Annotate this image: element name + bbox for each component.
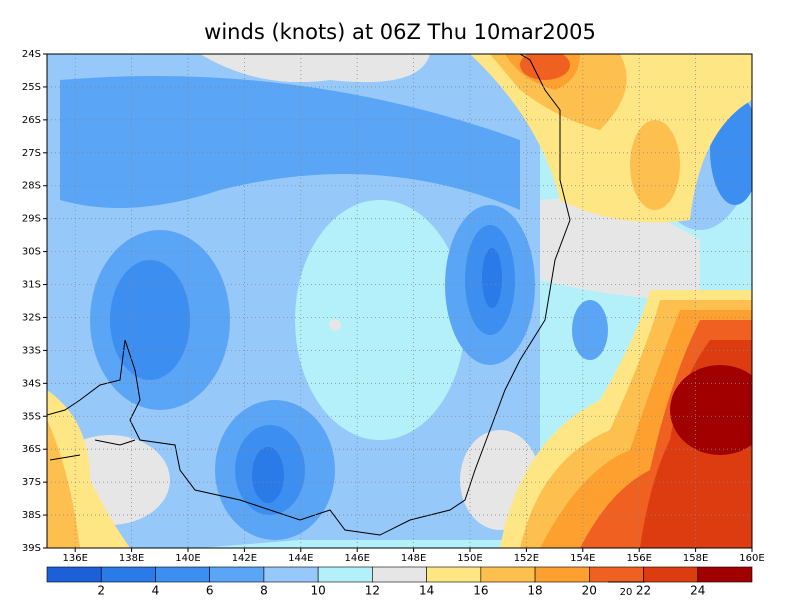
colorbar-label: 16 (473, 584, 488, 598)
colorbar-label: 8 (260, 584, 268, 598)
colorbar-label: 14 (419, 584, 434, 598)
colorbar-swatch (480, 566, 536, 583)
lon-tick-label: 148E (401, 553, 426, 564)
colorbar-swatch (100, 566, 156, 583)
plot-frame (46, 53, 753, 549)
lon-tick-label: 144E (288, 553, 313, 564)
colorbar-label: 22 (636, 584, 651, 598)
colorbar-swatch (534, 566, 590, 583)
colorbar-swatch (426, 566, 482, 583)
lat-tick-label: 31S (22, 280, 41, 291)
lat-tick-label: 26S (22, 115, 41, 126)
colorbar-swatch (317, 566, 373, 583)
lat-tick-label: 33S (22, 345, 41, 356)
lat-tick-label: 38S (22, 510, 41, 521)
lat-tick-label: 29S (22, 214, 41, 225)
colorbar-swatch (372, 566, 427, 583)
colorbar-swatch (263, 566, 319, 583)
colorbar-label: 12 (365, 584, 380, 598)
colorbar-label: 2 (97, 584, 105, 598)
colorbar-swatch (46, 566, 102, 583)
lon-tick-label: 156E (626, 553, 651, 564)
colorbar-swatch (589, 566, 644, 583)
title: winds (knots) at 06Z Thu 10mar2005 (204, 20, 596, 44)
lon-tick-label: 158E (683, 553, 708, 564)
colorbar-swatch (643, 566, 699, 583)
colorbar-swatch (209, 566, 265, 583)
colorbar-label: 24 (690, 584, 705, 598)
lat-tick-label: 34S (22, 378, 41, 389)
colorbar-label: 20 (582, 584, 597, 598)
lon-tick-label: 140E (175, 553, 200, 564)
axes: 136E 138E 140E 142E 144E 146E 148E 150E 152E 154E… (22, 49, 765, 598)
wind-speed-field (47, 54, 752, 548)
lat-tick-label: 25S (22, 82, 41, 93)
lat-tick-label: 30S (22, 247, 41, 258)
lat-tick-label: 36S (22, 444, 41, 455)
lon-tick-label: 142E (232, 553, 257, 564)
lon-tick-label: 152E (514, 553, 539, 564)
lon-tick-label: 160E (739, 553, 764, 564)
colorbar-label: 18 (527, 584, 542, 598)
reference-vector-label: 20 (620, 587, 633, 598)
lat-tick-label: 28S (22, 181, 41, 192)
colorbar-label: 6 (206, 584, 214, 598)
lat-tick-label: 32S (22, 312, 41, 323)
lon-tick-label: 154E (570, 553, 595, 564)
colorbar-swatch (155, 566, 210, 583)
lat-tick-label: 35S (22, 411, 41, 422)
lat-tick-label: 39S (22, 543, 41, 554)
lat-tick-label: 24S (22, 49, 41, 60)
lon-tick-label: 150E (457, 553, 482, 564)
lon-tick-label: 138E (119, 553, 144, 564)
lat-tick-label: 27S (22, 148, 41, 159)
colorbar-label: 10 (311, 584, 326, 598)
lat-tick-label: 37S (22, 477, 41, 488)
colorbar-label: 4 (152, 584, 160, 598)
lon-tick-label: 146E (344, 553, 369, 564)
colorbar-swatch (697, 566, 753, 583)
lon-tick-label: 136E (62, 553, 87, 564)
